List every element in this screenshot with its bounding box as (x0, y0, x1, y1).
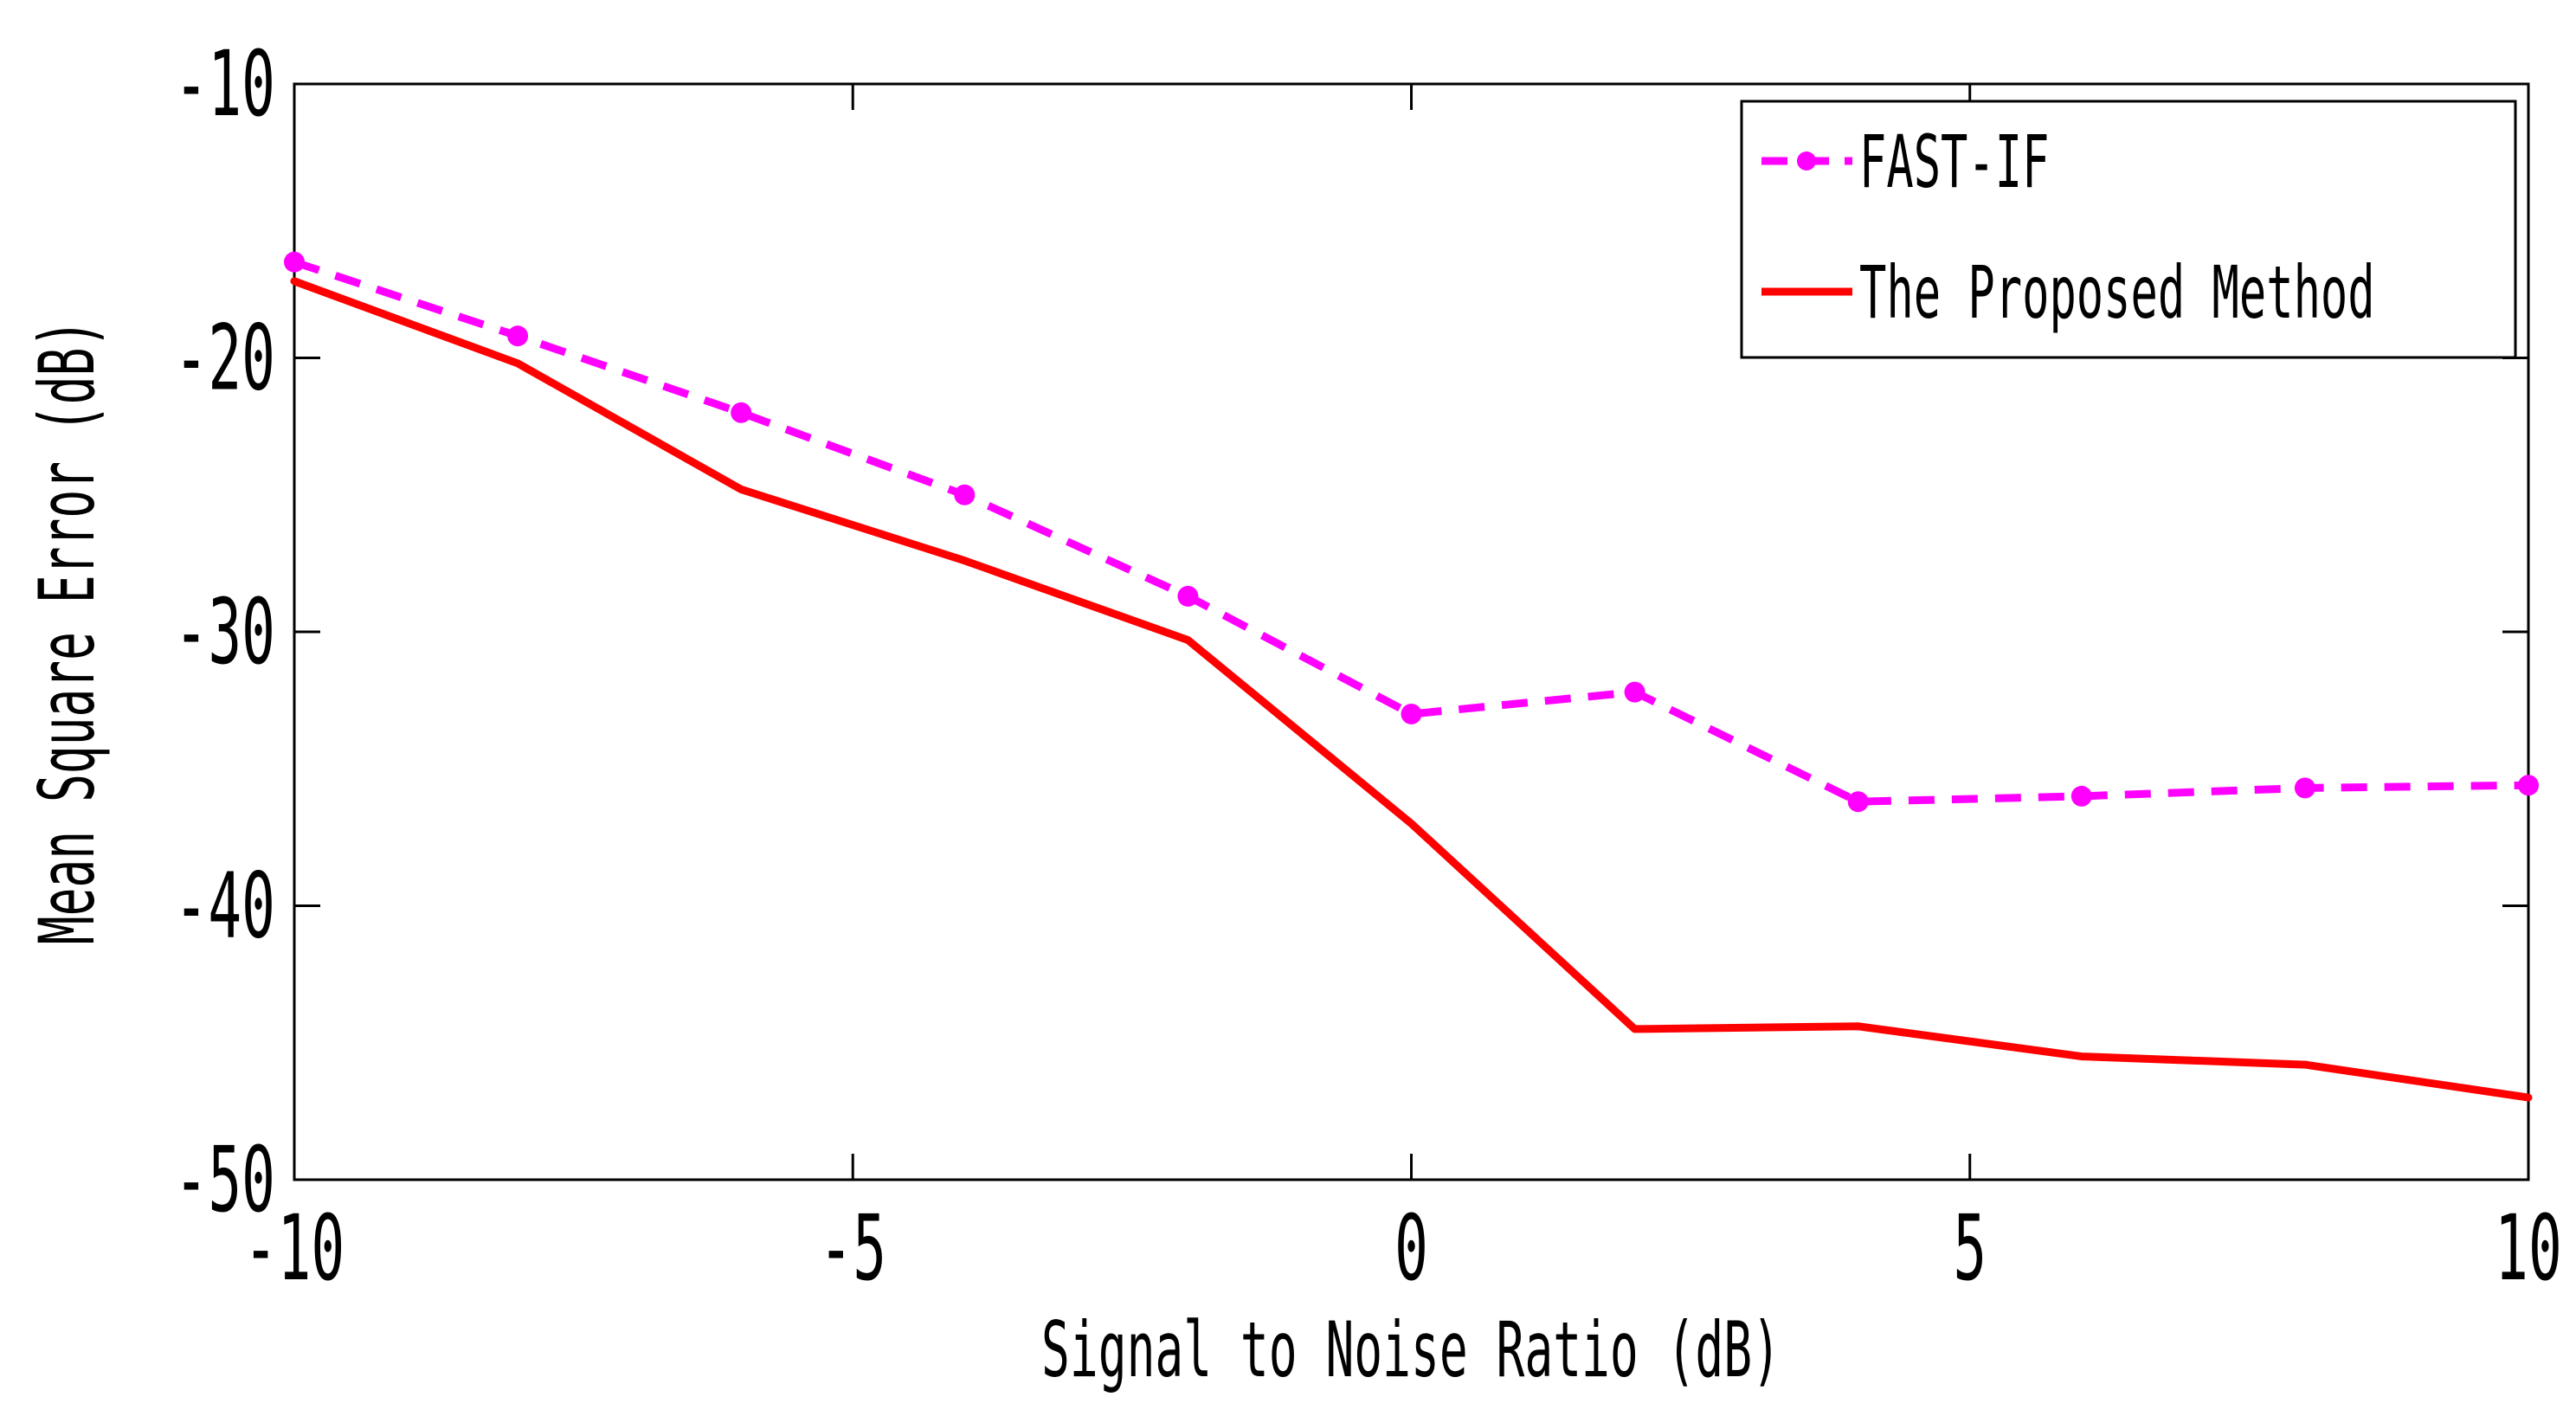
legend-label-fast-if: FAST-IF (1859, 120, 2049, 204)
data-point-fast-if (507, 325, 529, 347)
y-tick-label: -30 (175, 581, 275, 685)
legend-box (1740, 100, 2517, 359)
data-point-fast-if (731, 402, 752, 423)
data-point-fast-if (2070, 785, 2092, 807)
data-point-fast-if (1177, 585, 1199, 607)
legend-item-proposed-method: The Proposed Method (1761, 251, 2375, 335)
x-tick-label: -5 (819, 1197, 886, 1301)
y-tick-label: -10 (175, 33, 275, 137)
y-tick-label: -40 (175, 855, 275, 959)
x-tick-label: 10 (2495, 1197, 2562, 1301)
y-tick-label: -20 (175, 307, 275, 411)
data-point-fast-if (1847, 791, 1869, 813)
x-tick-label: 0 (1394, 1197, 1428, 1301)
legend: FAST-IF The Proposed Method (1740, 100, 2517, 359)
y-tick-label: -50 (175, 1129, 275, 1233)
data-point-fast-if (954, 484, 976, 505)
data-point-fast-if (284, 251, 305, 273)
x-tick-label: 5 (1953, 1197, 1987, 1301)
x-tick-label: -10 (244, 1197, 345, 1301)
y-axis-label: Mean Square Error (dB) (23, 319, 112, 945)
data-point-fast-if (1401, 703, 1422, 724)
series-line-fast-if (293, 258, 2529, 806)
series-line-the-proposed-method (290, 277, 2533, 1102)
legend-label-proposed-method: The Proposed Method (1859, 251, 2375, 335)
ticks-layer: -10 -5 0 5 10-50-40-30-20-10 (175, 33, 2562, 1301)
series-layer (284, 251, 2539, 1102)
data-point-fast-if (2518, 775, 2539, 796)
x-axis-label: Signal to Noise Ratio (dB) (1041, 1306, 1781, 1394)
data-point-fast-if (2294, 777, 2315, 799)
legend-marker-fast-if (1797, 151, 1816, 171)
legend-item-fast-if: FAST-IF (1761, 120, 2049, 204)
data-point-fast-if (1624, 681, 1645, 703)
